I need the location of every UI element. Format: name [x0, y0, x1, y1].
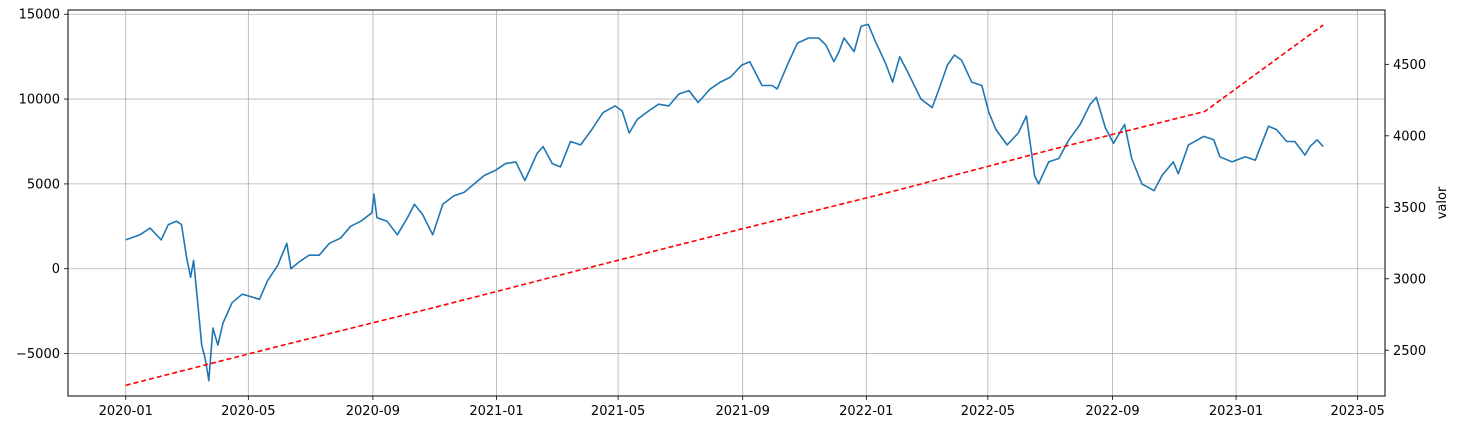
y-axis-right-label: valor — [1435, 186, 1450, 219]
y-axis-left: −5000 0 5000 10000 15000 — [16, 8, 68, 362]
x-tick-label: 2022-09 — [1085, 404, 1139, 419]
grid-lines — [68, 10, 1385, 396]
x-tick-label: 2020-01 — [99, 404, 153, 419]
y-right-tick-label: 3500 — [1393, 201, 1426, 216]
x-tick-label: 2021-05 — [591, 404, 645, 419]
x-axis: 2020-01 2020-05 2020-09 2021-01 2021-05 2021-… — [99, 396, 1385, 419]
y-left-tick-label: 10000 — [19, 93, 60, 108]
plot-area — [68, 10, 1385, 396]
x-tick-label: 2022-01 — [839, 404, 893, 419]
x-tick-label: 2021-01 — [469, 404, 523, 419]
y-right-tick-label: 2500 — [1393, 344, 1426, 359]
x-tick-label: 2020-05 — [221, 404, 275, 419]
x-tick-label: 2021-09 — [716, 404, 770, 419]
y-left-tick-label: 0 — [52, 262, 60, 277]
plot-frame — [67, 9, 1386, 397]
y-right-tick-label: 4000 — [1393, 129, 1426, 144]
x-tick-label: 2023-05 — [1330, 404, 1384, 419]
y-left-tick-label: −5000 — [16, 347, 60, 362]
x-tick-label: 2023-01 — [1209, 404, 1263, 419]
trend-line-series — [125, 24, 1324, 387]
y-right-tick-label: 4500 — [1393, 58, 1426, 73]
y-left-tick-label: 5000 — [27, 177, 60, 192]
y-left-tick-label: 15000 — [19, 8, 60, 23]
series-layer — [125, 23, 1324, 387]
x-tick-label: 2022-05 — [961, 404, 1015, 419]
value-line-series — [125, 23, 1324, 382]
y-right-tick-label: 3000 — [1393, 272, 1426, 287]
x-tick-label: 2020-09 — [346, 404, 400, 419]
y-axis-right: 2500 3000 3500 4000 4500 — [1385, 58, 1426, 359]
